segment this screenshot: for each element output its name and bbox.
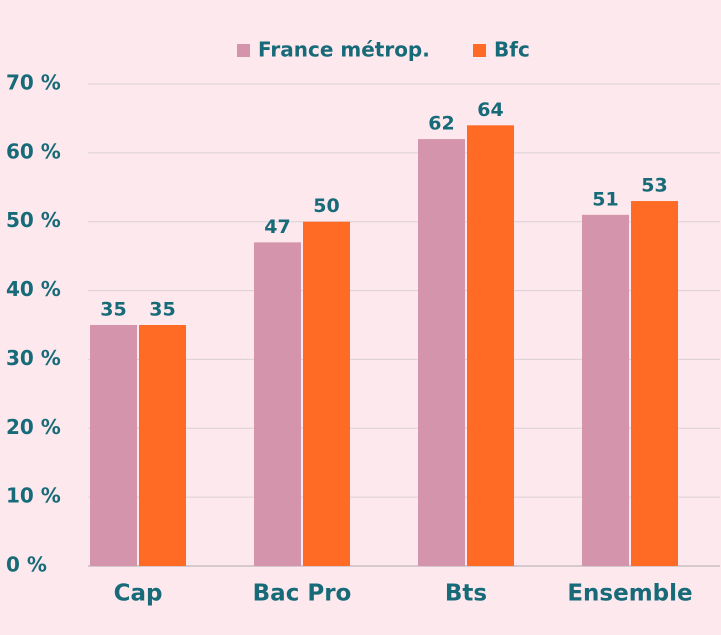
y-tick-label: 0 % — [6, 553, 47, 577]
data-label: 53 — [641, 175, 667, 197]
y-tick-label: 60 % — [6, 139, 61, 163]
data-label: 64 — [477, 99, 503, 121]
y-tick-label: 20 % — [6, 415, 61, 439]
legend-label: France métrop. — [258, 38, 430, 62]
data-label: 35 — [100, 299, 126, 321]
data-label: 50 — [313, 195, 339, 217]
x-tick-label: Cap — [114, 581, 163, 607]
data-label: 51 — [592, 188, 618, 210]
bar — [418, 139, 465, 567]
bar — [467, 125, 514, 567]
bar — [254, 242, 301, 566]
data-label: 35 — [149, 299, 175, 321]
bar — [303, 221, 350, 566]
x-tick-label: Ensemble — [567, 581, 692, 607]
bar — [139, 325, 186, 566]
data-label: 47 — [264, 216, 290, 238]
bar — [90, 325, 137, 566]
legend-label: Bfc — [494, 38, 530, 62]
bar — [631, 201, 678, 567]
y-tick-label: 10 % — [6, 484, 61, 508]
x-tick-label: Bts — [445, 581, 487, 607]
data-label: 62 — [428, 113, 454, 135]
legend-swatch — [473, 44, 486, 57]
y-tick-label: 30 % — [6, 346, 61, 370]
legend-swatch — [237, 44, 250, 57]
x-tick-label: Bac Pro — [253, 581, 352, 607]
y-tick-label: 50 % — [6, 208, 61, 232]
bar — [582, 214, 629, 567]
y-tick-label: 40 % — [6, 277, 61, 301]
y-tick-label: 70 % — [6, 71, 61, 95]
